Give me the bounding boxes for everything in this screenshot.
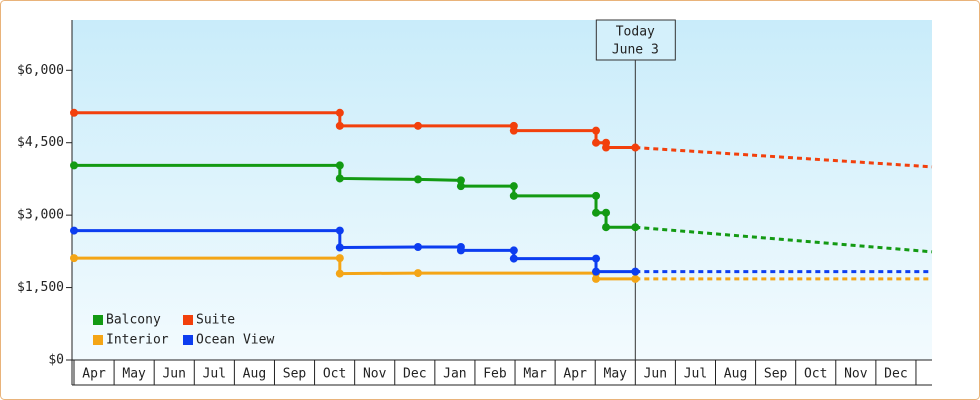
price-point [335,174,344,183]
x-tick-label: Apr [563,367,587,382]
price-point [70,226,79,235]
price-point [70,161,79,170]
today-label: Today [616,25,655,40]
price-point [414,269,423,278]
price-point [592,254,601,263]
price-point [509,126,518,135]
price-point [602,223,611,232]
legend-swatch [93,335,103,345]
legend-label: Suite [196,313,235,328]
today-label: June 3 [612,43,659,58]
legend-label: Balcony [106,313,161,328]
x-tick-label: Oct [804,367,827,382]
price-point [335,254,344,263]
price-point [592,138,601,147]
forecast-line [635,146,933,169]
price-point [414,121,423,130]
x-tick-label: Nov [844,367,868,382]
legend-label: Ocean View [196,333,274,348]
price-point [592,267,601,276]
x-tick-label: Aug [724,367,747,382]
x-tick-label: Aug [243,367,266,382]
price-point [631,143,640,152]
price-point [592,274,601,283]
y-tick-label: $6,000 [17,63,64,78]
price-point [509,191,518,200]
price-point [509,182,518,191]
price-point [509,246,518,255]
y-tick-label: $1,500 [17,280,64,295]
legend-swatch [93,315,103,325]
x-tick-label: Jun [162,367,185,382]
price-point [631,267,640,276]
price-point [335,121,344,130]
price-point [70,108,79,117]
price-point [456,246,465,255]
price-point [335,161,344,170]
x-tick-label: Oct [323,367,346,382]
plot-area [72,20,932,360]
x-tick-label: Jan [443,367,466,382]
x-tick-label: May [604,367,628,382]
legend-swatch [183,315,193,325]
price-point [456,182,465,191]
price-point [335,108,344,117]
x-tick-label: Jul [684,367,707,382]
forecast-line [635,225,933,254]
legend-swatch [183,335,193,345]
y-tick-label: $0 [48,353,64,368]
price-point [456,176,465,185]
x-tick-label: Feb [483,367,507,382]
legend-label: Interior [106,333,169,348]
x-tick-label: Dec [403,367,426,382]
price-point [631,223,640,232]
x-tick-label: Dec [884,367,907,382]
x-tick-label: Sep [283,367,307,382]
price-point [592,126,601,135]
price-point [592,191,601,200]
price-point [602,208,611,217]
price-point [335,226,344,235]
x-tick-label: Sep [764,367,788,382]
price-point [592,208,601,217]
x-tick-label: Jul [203,367,226,382]
y-tick-label: $3,000 [17,208,64,223]
x-tick-label: Apr [82,367,106,382]
price-point [335,243,344,252]
today-box [595,19,676,61]
price-point [509,254,518,263]
price-point [70,254,79,263]
x-tick-label: Mar [523,367,547,382]
x-tick-label: Jun [644,367,667,382]
x-tick-label: May [122,367,146,382]
price-point [414,243,423,252]
price-point [335,269,344,278]
y-tick-label: $4,500 [17,135,64,150]
x-tick-label: Nov [363,367,387,382]
price-point [631,274,640,283]
price-point [602,143,611,152]
price-point [414,175,423,184]
